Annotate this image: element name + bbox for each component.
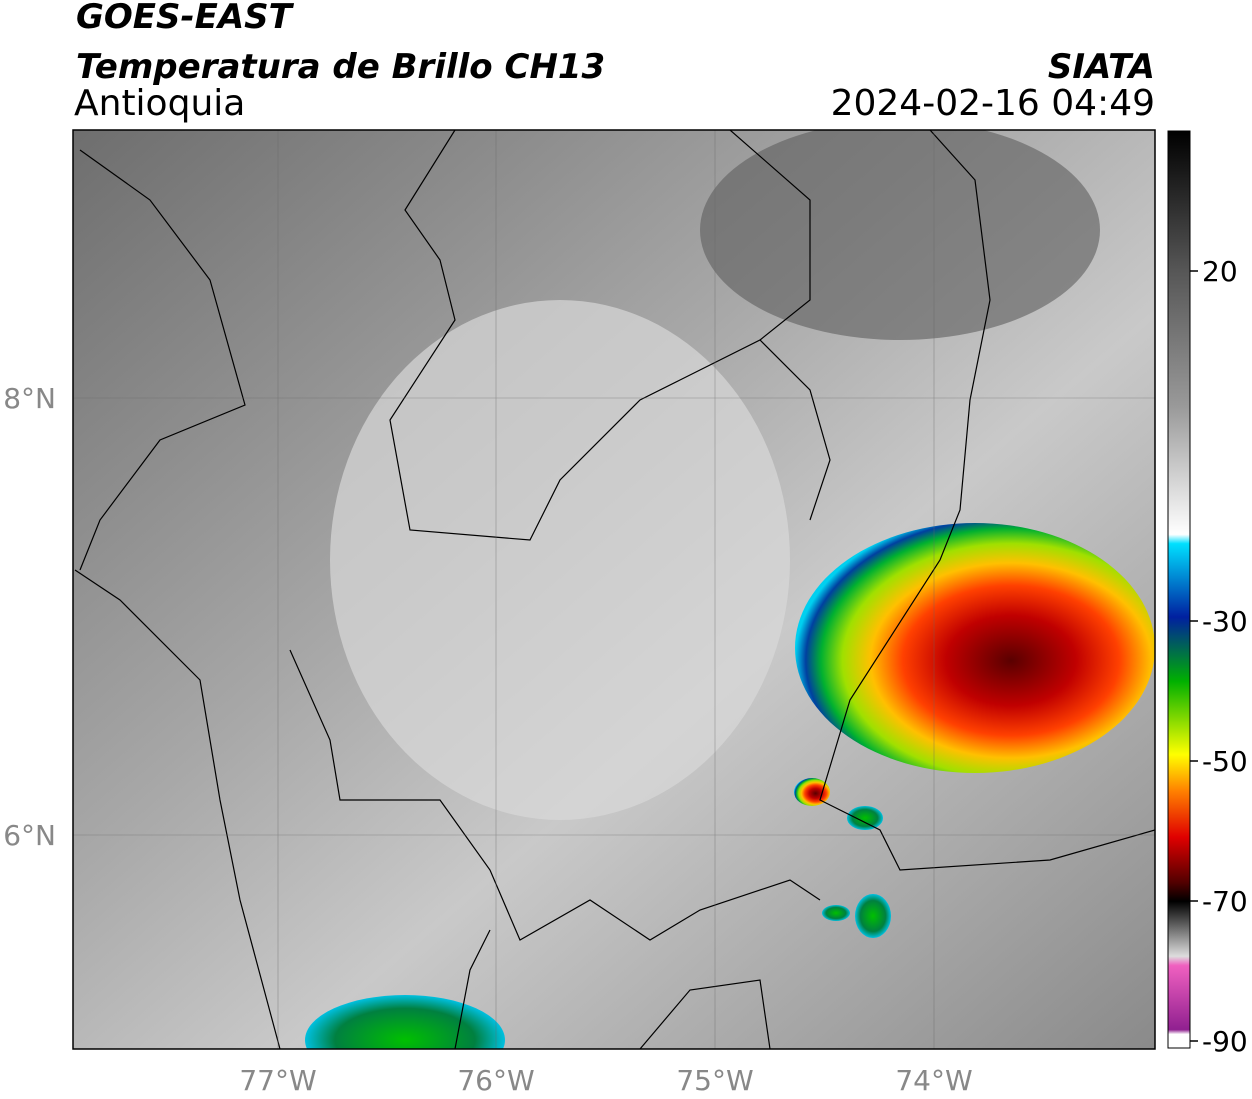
map-imagery [73, 130, 1155, 1049]
lon-label: 77°W [239, 1064, 316, 1097]
title: GOES-EAST [76, 0, 295, 37]
lat-label: 6°N [3, 819, 56, 852]
source: SIATA [1048, 47, 1155, 87]
colorbar-tick-label: -50 [1202, 745, 1248, 778]
map-frame [72, 129, 1156, 1050]
lon-label: 75°W [676, 1064, 753, 1097]
colorbar-tick-label: -30 [1202, 605, 1248, 638]
region: Antioquia [74, 83, 245, 124]
lat-label: 8°N [3, 382, 56, 415]
lon-label: 74°W [895, 1064, 972, 1097]
datetime: 2024-02-16 04:49 [831, 83, 1155, 124]
colorbar [1167, 130, 1191, 1049]
subtitle: Temperatura de Brillo CH13 [76, 47, 605, 87]
lon-label: 76°W [457, 1064, 534, 1097]
colorbar-tick-label: -70 [1202, 885, 1248, 918]
colorbar-tick-label: 20 [1202, 255, 1238, 288]
colorbar-tick-label: -90 [1202, 1025, 1248, 1058]
